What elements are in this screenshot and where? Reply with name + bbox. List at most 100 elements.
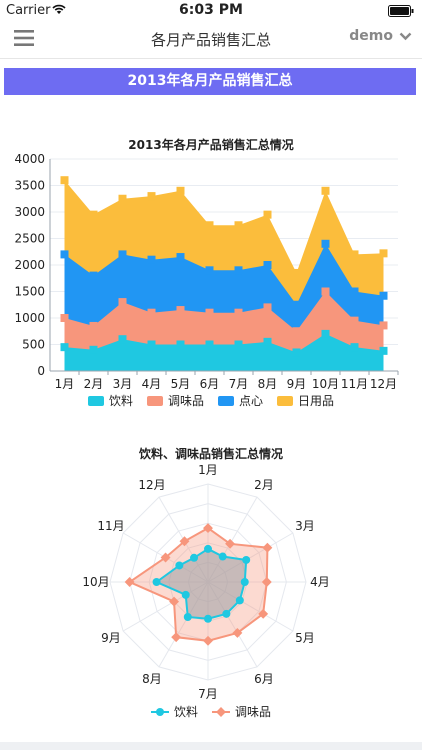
radar-marker — [175, 561, 184, 570]
carrier-label: Carrier — [6, 3, 51, 18]
y-tick-label: 3500 — [14, 179, 45, 193]
legend-label: 日用品 — [298, 394, 335, 408]
area-marker — [234, 308, 243, 317]
radar-marker — [124, 577, 135, 587]
legend-item-snacks[interactable]: 点心 — [218, 392, 263, 409]
radar-axis-label: 1月 — [198, 463, 218, 477]
area-marker — [234, 221, 243, 230]
radar-marker — [204, 614, 212, 623]
nav-title: 各月产品销售汇总 — [150, 31, 271, 49]
area-marker — [205, 221, 214, 230]
radar-marker — [222, 609, 231, 618]
area-marker — [147, 340, 156, 349]
area-marker — [321, 287, 330, 296]
legend-swatch — [218, 395, 234, 406]
area-marker — [147, 192, 156, 201]
user-menu-button[interactable]: demo — [349, 28, 412, 44]
radar-marker — [218, 552, 227, 561]
radar-axis-label: 3月 — [295, 519, 315, 533]
area-marker — [292, 327, 301, 336]
area-marker — [176, 340, 185, 349]
area-marker — [234, 340, 243, 349]
hamburger-menu-icon[interactable] — [14, 29, 36, 47]
legend-item-condiments[interactable]: 调味品 — [146, 392, 204, 409]
area-marker — [379, 321, 388, 330]
area-marker — [118, 298, 127, 307]
legend-item-condiments[interactable]: 调味品 — [212, 703, 271, 720]
y-tick-label: 500 — [22, 338, 45, 352]
legend-swatch — [87, 395, 104, 406]
area-marker — [176, 186, 185, 195]
legend-swatch — [146, 395, 163, 406]
radar-axis-label: 9月 — [101, 631, 121, 645]
radar-chart-title: 饮料、调味品销售汇总情况 — [138, 447, 283, 461]
radar-axis-label: 8月 — [142, 672, 162, 686]
bottom-bar — [0, 742, 422, 750]
legend-item-drinks[interactable]: 饮料 — [150, 703, 198, 720]
area-chart-legend: 饮料 调味品 点心 日用品 — [0, 392, 422, 409]
radar-chart-legend: 饮料 调味品 — [0, 703, 422, 720]
radar-axis-label: 11月 — [97, 519, 124, 533]
legend-item-daily-goods[interactable]: 日用品 — [277, 392, 334, 409]
area-marker — [263, 210, 272, 219]
radar-marker — [181, 590, 190, 599]
page-banner: 2013年各月产品销售汇总 — [4, 68, 416, 95]
status-time: 6:03 PM — [179, 2, 243, 18]
area-marker — [118, 194, 127, 203]
x-tick-label: 2月 — [84, 377, 104, 391]
status-bar: Carrier 6:03 PM — [0, 0, 422, 22]
radar-axis-label: 5月 — [295, 631, 315, 645]
area-marker — [379, 249, 388, 258]
area-marker — [60, 343, 69, 352]
area-marker — [147, 308, 156, 317]
area-marker — [89, 210, 98, 219]
legend-label: 饮料 — [173, 705, 198, 719]
area-marker — [350, 316, 359, 325]
battery-icon — [388, 5, 414, 17]
x-tick-label: 9月 — [287, 377, 307, 391]
legend-swatch — [150, 707, 169, 716]
x-tick-label: 7月 — [229, 377, 249, 391]
y-tick-label: 4000 — [14, 152, 45, 166]
x-tick-label: 11月 — [341, 377, 368, 391]
legend-swatch — [277, 395, 294, 406]
legend-swatch — [212, 706, 230, 717]
y-tick-label: 2000 — [14, 258, 45, 272]
y-tick-label: 1000 — [14, 311, 45, 325]
area-marker — [89, 321, 98, 330]
legend-item-drinks[interactable]: 饮料 — [87, 392, 133, 409]
x-tick-label: 1月 — [55, 377, 75, 391]
area-marker — [60, 314, 69, 322]
area-marker — [379, 291, 388, 300]
x-tick-label: 8月 — [258, 377, 278, 391]
area-marker — [350, 287, 359, 296]
area-marker — [292, 348, 301, 357]
x-tick-label: 5月 — [171, 377, 191, 391]
area-marker — [60, 250, 69, 259]
area-marker — [321, 329, 330, 338]
radar-marker — [160, 552, 171, 563]
radar-marker — [225, 538, 235, 549]
area-marker — [379, 346, 388, 355]
nav-bar: 各月产品销售汇总 demo — [0, 22, 422, 59]
radar-marker — [235, 596, 244, 605]
x-tick-label: 10月 — [312, 377, 339, 391]
area-marker — [118, 335, 127, 344]
area-marker — [263, 261, 272, 269]
x-tick-label: 6月 — [200, 377, 220, 391]
area-marker — [60, 176, 69, 185]
area-marker — [263, 303, 272, 312]
y-tick-label: 1500 — [14, 285, 45, 299]
radar-axis-label: 6月 — [254, 672, 274, 686]
area-series — [64, 333, 384, 371]
x-tick-label: 12月 — [370, 377, 397, 391]
area-marker — [350, 250, 359, 259]
user-name: demo — [349, 28, 393, 44]
radar-marker — [152, 578, 161, 586]
area-marker — [205, 340, 214, 349]
radar-axis-label: 7月 — [198, 687, 218, 701]
radar-marker — [242, 555, 251, 564]
radar-chart: 1月 2月 3月 4月 5月 6月 7月 8月 9月 10月 11月 12月 — [82, 463, 329, 701]
chevron-down-icon — [399, 32, 412, 40]
area-marker — [147, 255, 156, 264]
